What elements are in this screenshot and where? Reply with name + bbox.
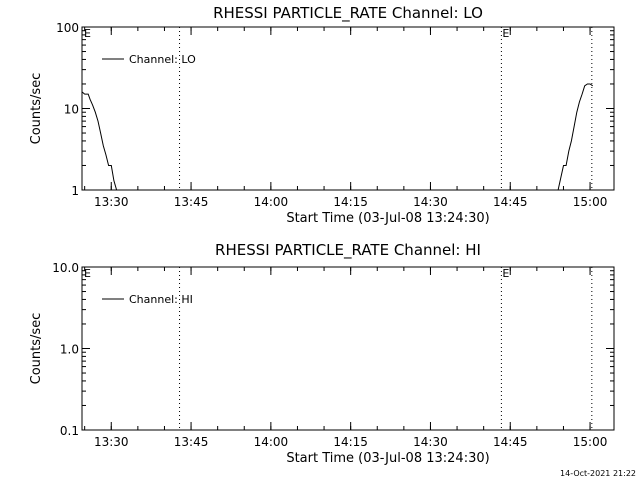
x-axis-label: Start Time (03-Jul-08 13:24:30) (286, 451, 489, 466)
time-marker-label: E (502, 267, 509, 280)
y-tick-label: 10.0 (52, 261, 79, 275)
time-marker-label: E (502, 27, 509, 40)
corner-label: E (84, 27, 91, 40)
chart-title: RHESSI PARTICLE_RATE Channel: LO (213, 4, 483, 23)
plot-frame (81, 26, 615, 191)
y-tick-label: 1 (71, 184, 79, 198)
y-axis-label: Counts/sec (29, 73, 44, 145)
footer-timestamp: 14-Oct-2021 21:22 (560, 469, 636, 478)
y-axis-label: Counts/sec (29, 313, 44, 385)
y-tick-label: 10 (64, 103, 79, 117)
x-tick-label: 14:30 (413, 195, 448, 209)
x-tick-label: 14:30 (413, 435, 448, 449)
legend-label: Channel: HI (129, 293, 193, 306)
x-tick-label: 13:30 (94, 435, 129, 449)
x-axis-label: Start Time (03-Jul-08 13:24:30) (286, 211, 489, 226)
x-tick-label: 15:00 (573, 195, 608, 209)
x-tick-label: 15:00 (573, 435, 608, 449)
series-line (557, 83, 593, 191)
chart-panel-2: RHESSI PARTICLE_RATE Channel: HI 13:30 13:… (29, 241, 615, 466)
x-tick-label: 13:30 (94, 195, 129, 209)
chart-panel-1: RHESSI PARTICLE_RATE Channel: LO 13:30 13:… (29, 4, 615, 226)
legend-label: Channel: LO (129, 53, 196, 66)
x-tick-label: 14:45 (493, 195, 528, 209)
plot-frame (81, 266, 615, 431)
x-tick-label: 14:00 (254, 435, 289, 449)
corner-label: E (84, 267, 91, 280)
series-line (81, 91, 118, 191)
x-tick-label: 14:15 (333, 195, 368, 209)
y-tick-label: 0.1 (60, 424, 79, 438)
chart-title: RHESSI PARTICLE_RATE Channel: HI (215, 241, 481, 260)
x-tick-label: 14:15 (333, 435, 368, 449)
y-tick-label: 100 (56, 21, 79, 35)
x-tick-label: 13:45 (174, 435, 209, 449)
x-tick-label: 14:00 (254, 195, 289, 209)
y-tick-label: 1.0 (60, 343, 79, 357)
x-tick-label: 14:45 (493, 435, 528, 449)
x-tick-label: 13:45 (174, 195, 209, 209)
